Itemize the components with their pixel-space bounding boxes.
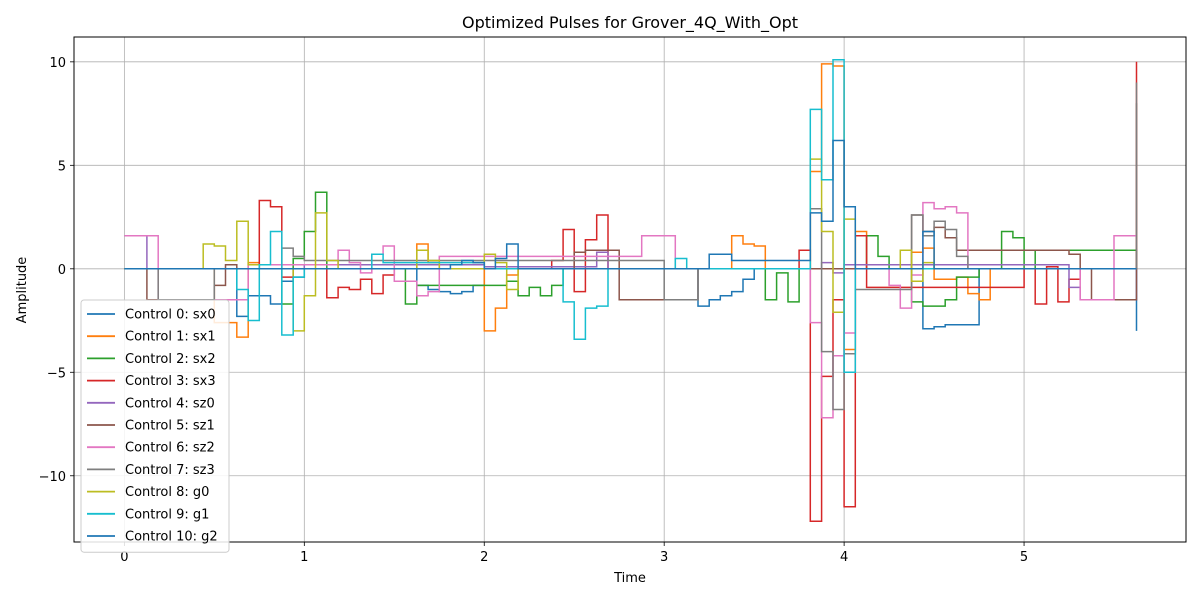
x-tick-label: 5 <box>1020 550 1028 565</box>
y-tick-label: 0 <box>58 263 66 278</box>
x-tick-label: 3 <box>660 550 668 565</box>
y-axis-label: Amplitude <box>15 257 30 324</box>
legend-entry-control-1: Control 1: sx1 <box>125 330 216 345</box>
legend-entry-control-4: Control 4: sz0 <box>125 396 215 411</box>
x-axis-label: Time <box>613 571 646 586</box>
series-line-control-6 <box>124 201 1137 419</box>
plot-frame <box>73 36 1187 543</box>
x-tick-label: 2 <box>480 550 488 565</box>
series-line-control-7 <box>124 82 1138 411</box>
y-tick-label: 5 <box>58 159 66 174</box>
legend-entry-control-3: Control 3: sx3 <box>125 374 216 389</box>
x-tick-label: 1 <box>300 550 308 565</box>
legend-entry-control-9: Control 9: g1 <box>125 507 209 522</box>
tick-layer: 0 1 2 3 4 5 −10 −5 0 5 10 <box>39 56 1029 565</box>
legend: Control 0: sx0 Control 1: sx1 Control 2: s… <box>80 299 230 553</box>
y-tick-label: −5 <box>47 366 66 381</box>
legend-entry-control-7: Control 7: sz3 <box>125 463 215 478</box>
y-tick-label: −10 <box>39 470 66 485</box>
series-line-control-10 <box>124 139 1137 270</box>
x-tick-label: 0 <box>120 550 128 565</box>
legend-entry-control-10: Control 10: g2 <box>125 530 218 545</box>
legend-entry-control-0: Control 0: sx0 <box>125 308 216 323</box>
legend-box <box>80 299 230 553</box>
legend-entry-control-5: Control 5: sz1 <box>125 419 215 434</box>
legend-entry-control-6: Control 6: sz2 <box>125 441 215 456</box>
legend-entry-control-2: Control 2: sx2 <box>125 352 216 367</box>
chart-title: Optimized Pulses for Grover_4Q_With_Opt <box>462 13 798 33</box>
series-line-control-9 <box>124 59 1137 374</box>
series-line-control-3 <box>124 61 1138 523</box>
series-layer <box>124 59 1138 523</box>
legend-entry-control-8: Control 8: g0 <box>125 485 209 500</box>
y-tick-label: 10 <box>49 56 66 71</box>
x-tick-label: 4 <box>840 550 848 565</box>
